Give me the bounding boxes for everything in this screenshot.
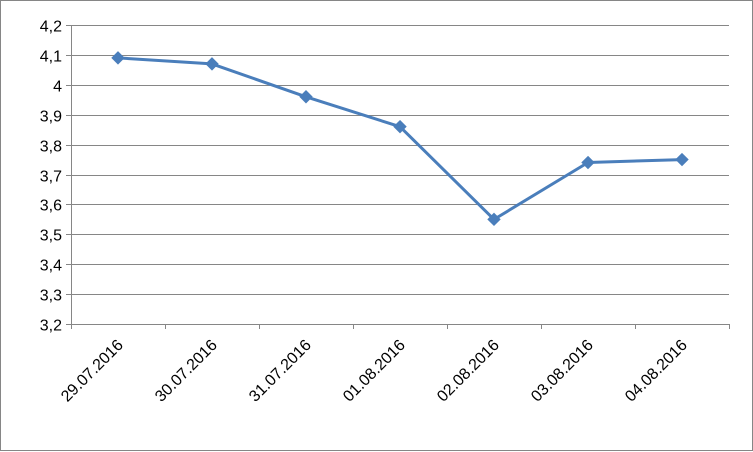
x-tick-label: 02.08.2016	[434, 337, 503, 406]
data-point-marker	[205, 57, 219, 71]
data-point-marker	[487, 212, 501, 227]
data-point-marker	[111, 51, 125, 65]
series-line	[117, 56, 683, 221]
x-tick-label: 04.08.2016	[622, 337, 691, 406]
x-tick-labels: 29.07.2016 30.07.2016 31.07.2016 01.08.2016…	[58, 337, 691, 406]
x-tick-label: 29.07.2016	[58, 337, 127, 406]
y-tick-label: 3,7	[40, 169, 62, 186]
data-point-marker	[675, 152, 689, 167]
y-tick-label: 4,2	[40, 19, 62, 36]
y-tick-label: 4	[53, 79, 62, 96]
series-layer	[111, 51, 689, 227]
y-tick-label: 3,2	[40, 318, 62, 335]
y-tick-label: 3,6	[40, 198, 62, 215]
data-point-marker	[299, 90, 313, 104]
y-tick-label: 3,3	[40, 288, 62, 305]
axes	[66, 25, 730, 329]
x-tick-label: 30.07.2016	[152, 337, 221, 406]
data-point-marker	[393, 119, 407, 134]
x-tick-label: 31.07.2016	[246, 337, 315, 406]
y-tick-label: 3,9	[40, 109, 62, 126]
x-tick-label: 01.08.2016	[340, 337, 409, 406]
data-point-marker	[581, 155, 595, 170]
y-tick-label: 3,8	[40, 139, 62, 156]
y-tick-label: 3,5	[40, 228, 62, 245]
y-tick-label: 3,4	[40, 258, 62, 275]
x-tick-label: 03.08.2016	[528, 337, 597, 406]
gridlines	[71, 25, 729, 325]
y-tick-label: 4,1	[40, 49, 62, 66]
y-tick-labels: 3,2 3,3 3,4 3,5 3,6 3,7 3,8 3,9 4 4,1 4,2	[40, 19, 62, 335]
